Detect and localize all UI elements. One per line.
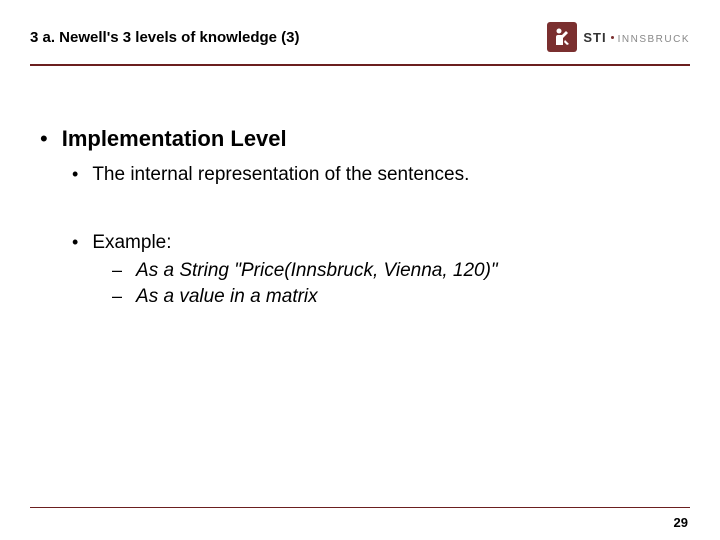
slide-content: • Implementation Level • The internal re… xyxy=(0,66,720,308)
main-heading: Implementation Level xyxy=(62,126,287,152)
bullet-icon: • xyxy=(72,165,78,183)
sub-text-2: Example: xyxy=(92,232,171,254)
dash-icon: – xyxy=(112,261,122,279)
bullet-level-2: • Example: xyxy=(72,232,680,254)
subsub-text-2: As a value in a matrix xyxy=(136,286,318,308)
bullet-icon: • xyxy=(40,128,48,150)
vertical-spacer xyxy=(40,192,680,232)
bullet-icon: • xyxy=(72,233,78,251)
brand-sti: STI xyxy=(583,30,606,45)
bullet-level-3: – As a value in a matrix xyxy=(112,286,680,308)
slide-title: 3 a. Newell's 3 levels of knowledge (3) xyxy=(30,29,300,46)
brand-innsbruck: INNSBRUCK xyxy=(618,34,690,45)
bullet-level-2: • The internal representation of the sen… xyxy=(72,164,680,186)
sub-text-1: The internal representation of the sente… xyxy=(92,164,469,186)
slide-header: 3 a. Newell's 3 levels of knowledge (3) … xyxy=(0,0,720,60)
bullet-level-1: • Implementation Level xyxy=(40,126,680,152)
brand-logo: STI INNSBRUCK xyxy=(547,22,690,52)
sti-logo-icon xyxy=(547,22,577,52)
bullet-level-3: – As a String "Price(Innsbruck, Vienna, … xyxy=(112,260,680,282)
footer-divider xyxy=(30,507,690,508)
brand-text: STI INNSBRUCK xyxy=(583,30,690,45)
brand-dot-icon xyxy=(611,36,614,39)
dash-icon: – xyxy=(112,287,122,305)
page-number: 29 xyxy=(674,515,688,530)
subsub-text-1: As a String "Price(Innsbruck, Vienna, 12… xyxy=(136,260,498,282)
